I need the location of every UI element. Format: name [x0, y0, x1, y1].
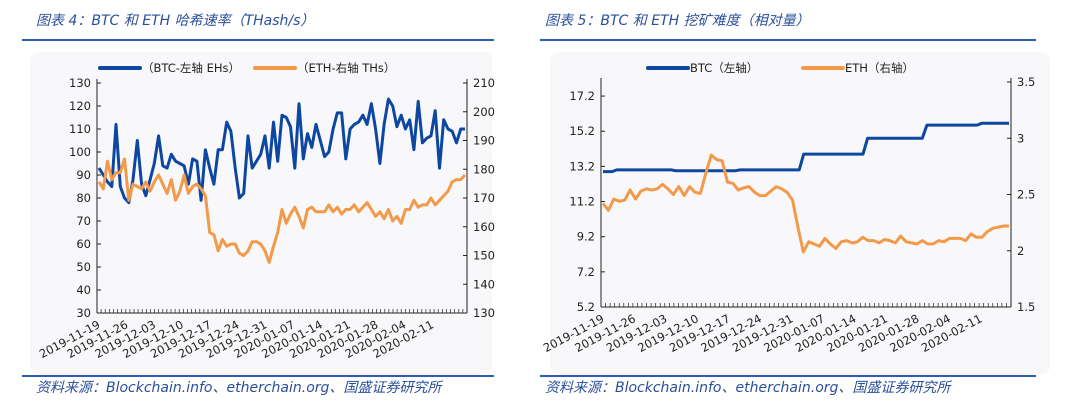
left-y-tick-label: 120 — [69, 99, 91, 113]
left-source-note: 资料来源：Blockchain.info、etherchain.org、国盛证券… — [36, 380, 442, 396]
left-y-tick-label: 50 — [76, 260, 91, 274]
left-y-tick-label: 11.2 — [569, 195, 595, 209]
left-y-tick-label: 5.2 — [577, 300, 595, 314]
left-y-tick-label: 17.2 — [569, 89, 595, 103]
left-y-tick-label: 70 — [76, 214, 91, 228]
left-y-tick-label: 15.2 — [569, 124, 595, 138]
legend-label-eth: （ETH-右轴 THs） — [297, 61, 395, 75]
right-y-tick-label: 2.5 — [1017, 188, 1035, 202]
left-y-tick-label: 100 — [69, 145, 91, 159]
right-y-tick-label: 2 — [1017, 244, 1024, 258]
left-y-tick-label: 30 — [76, 306, 91, 320]
right-source-note: 资料来源：Blockchain.info、etherchain.org、国盛证券… — [545, 380, 951, 396]
left-y-tick-label: 90 — [76, 168, 91, 182]
legend-label-btc: （BTC-左轴 EHs） — [142, 61, 240, 75]
right-chart-title: 图表 5：BTC 和 ETH 挖矿难度（相对量） — [545, 13, 810, 29]
right-y-tick-label: 210 — [473, 76, 495, 90]
left-y-tick-label: 60 — [76, 237, 91, 251]
series-line-btc — [603, 121, 1009, 174]
hashrate-chart: 30 40 50 60 70 80 90 100 110 120 130 130 140 150 160 17… — [30, 52, 495, 374]
right-y-tick-label: 130 — [473, 306, 495, 320]
left-y-tick-label: 13.2 — [569, 159, 595, 173]
left-y-tick-label: 40 — [76, 283, 91, 297]
series-line-eth — [601, 153, 1009, 254]
right-y-tick-label: 140 — [473, 277, 495, 291]
left-y-tick-label: 80 — [76, 191, 91, 205]
left-title-rule — [22, 39, 494, 41]
left-y-tick-label: 130 — [69, 76, 91, 90]
right-y-tick-label: 170 — [473, 191, 495, 205]
legend-label-eth: ETH（右轴） — [845, 61, 914, 75]
right-y-tick-label: 190 — [473, 134, 495, 148]
left-y-tick-label: 110 — [69, 122, 91, 136]
right-y-tick-label: 160 — [473, 220, 495, 234]
right-y-tick-label: 3.5 — [1017, 75, 1035, 89]
left-y-tick-label: 9.2 — [577, 230, 595, 244]
right-source-rule — [540, 375, 1036, 377]
right-y-tick-label: 200 — [473, 105, 495, 119]
left-chart-title: 图表 4：BTC 和 ETH 哈希速率（THash/s） — [36, 13, 315, 29]
difficulty-chart: 5.27.29.211.213.215.217.21.522.533.52019… — [541, 52, 1050, 374]
legend-label-btc: BTC（左轴） — [690, 61, 758, 75]
left-source-rule — [22, 375, 494, 377]
left-y-tick-label: 7.2 — [577, 265, 595, 279]
right-y-tick-label: 3 — [1017, 131, 1024, 145]
series-line-btc — [97, 97, 465, 205]
series-line-eth — [97, 157, 467, 264]
right-y-tick-label: 1.5 — [1017, 300, 1035, 314]
right-y-tick-label: 150 — [473, 249, 495, 263]
right-title-rule — [540, 39, 1036, 41]
right-y-tick-label: 180 — [473, 162, 495, 176]
